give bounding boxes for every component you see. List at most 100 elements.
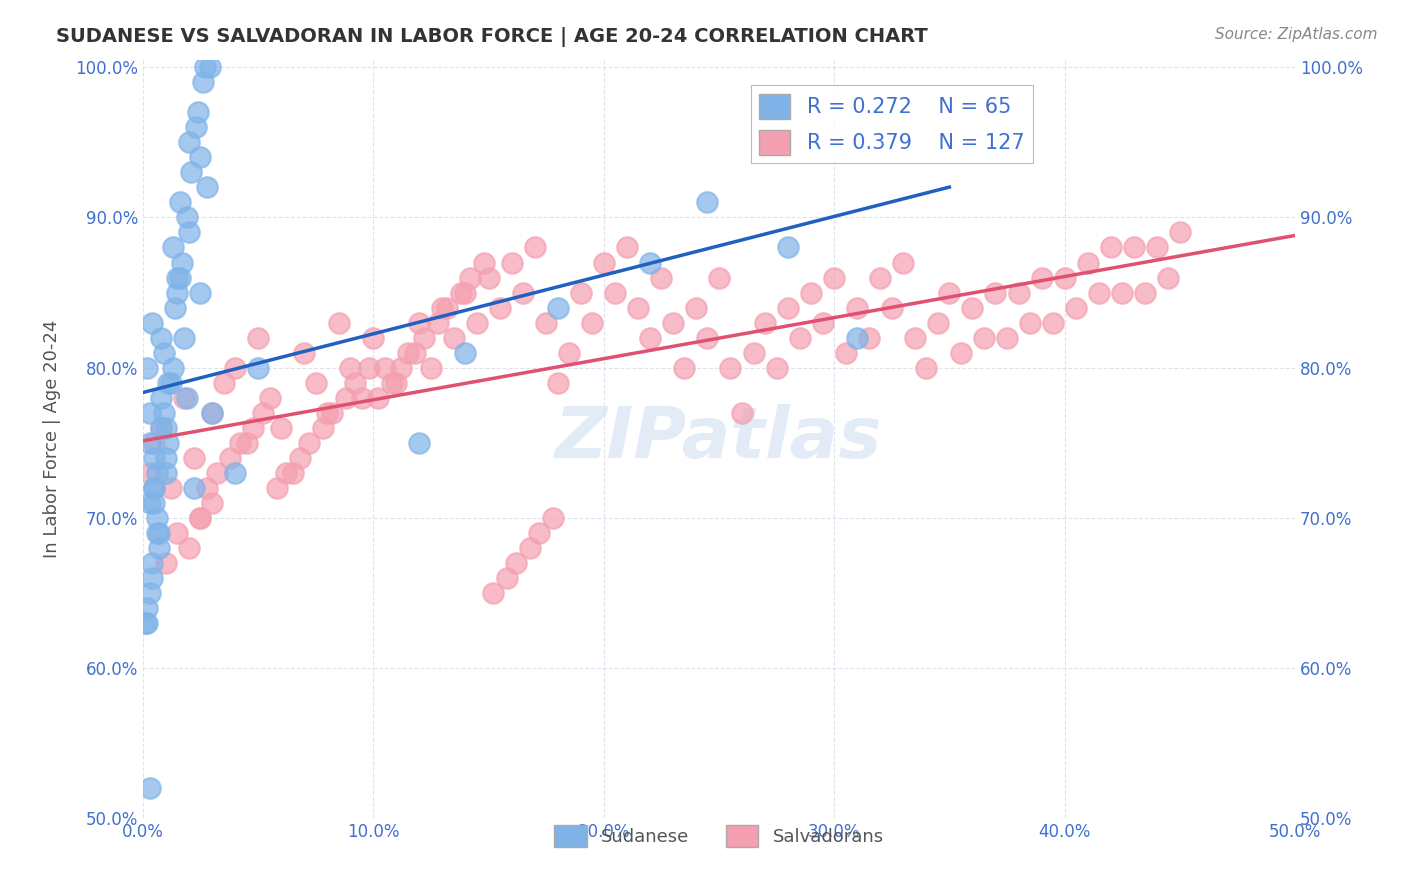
Point [754,316,776,330]
Point [139,435,162,450]
Point [558,345,581,359]
Point [169,270,191,285]
Point [143,435,166,450]
Point [685,301,707,315]
Point [789,330,811,344]
Point [288,450,311,465]
Point [162,240,184,254]
Point [311,420,333,434]
Point [858,330,880,344]
Point [381,376,404,390]
Point [673,360,696,375]
Point [904,330,927,344]
Point [426,316,449,330]
Point [1111,285,1133,300]
Point [505,556,527,570]
Point [541,510,564,524]
Point [1031,270,1053,285]
Point [450,285,472,300]
Point [880,301,903,315]
Point [155,466,177,480]
Point [343,376,366,390]
Point [1077,255,1099,269]
Point [321,406,343,420]
Point [443,330,465,344]
Point [170,255,193,269]
Point [1064,301,1087,315]
Point [157,376,180,390]
Point [316,406,339,420]
Point [139,586,162,600]
Point [177,226,200,240]
Point [742,345,765,359]
Point [141,556,163,570]
Point [616,240,638,254]
Point [869,270,891,285]
Point [136,600,159,615]
Point [141,571,163,585]
Point [1122,240,1144,254]
Point [1146,240,1168,254]
Point [198,60,221,74]
Point [465,316,488,330]
Point [408,435,430,450]
Point [458,270,481,285]
Point [765,360,787,375]
Point [605,285,627,300]
Point [1168,226,1191,240]
Point [477,270,499,285]
Point [512,285,534,300]
Point [454,285,477,300]
Point [292,345,315,359]
Point [350,391,373,405]
Point [834,345,856,359]
Point [1019,316,1042,330]
Point [501,255,523,269]
Point [152,406,174,420]
Point [1088,285,1111,300]
Point [247,330,270,344]
Point [357,360,380,375]
Point [145,525,167,540]
Point [482,586,505,600]
Point [707,270,730,285]
Point [136,615,159,630]
Point [396,345,419,359]
Point [145,510,167,524]
Point [534,316,557,330]
Point [157,435,180,450]
Point [150,420,173,434]
Point [1007,285,1029,300]
Point [547,376,569,390]
Point [212,376,235,390]
Point [496,571,519,585]
Point [305,376,328,390]
Point [139,496,162,510]
Point [150,330,173,344]
Point [731,406,754,420]
Text: Source: ZipAtlas.com: Source: ZipAtlas.com [1215,27,1378,42]
Point [419,360,441,375]
Point [173,391,195,405]
Point [166,525,188,540]
Point [165,301,187,315]
Point [183,481,205,495]
Point [166,270,188,285]
Point [159,376,181,390]
Point [197,180,219,194]
Point [662,316,685,330]
Point [177,541,200,555]
Point [159,481,181,495]
Point [150,391,173,405]
Point [529,525,551,540]
Point [413,330,436,344]
Point [270,420,292,434]
Point [581,316,603,330]
Point [143,450,166,465]
Text: SUDANESE VS SALVADORAN IN LABOR FORCE | AGE 20-24 CORRELATION CHART: SUDANESE VS SALVADORAN IN LABOR FORCE | … [56,27,928,46]
Point [259,391,281,405]
Point [148,525,170,540]
Point [136,360,159,375]
Point [696,195,718,210]
Point [962,301,984,315]
